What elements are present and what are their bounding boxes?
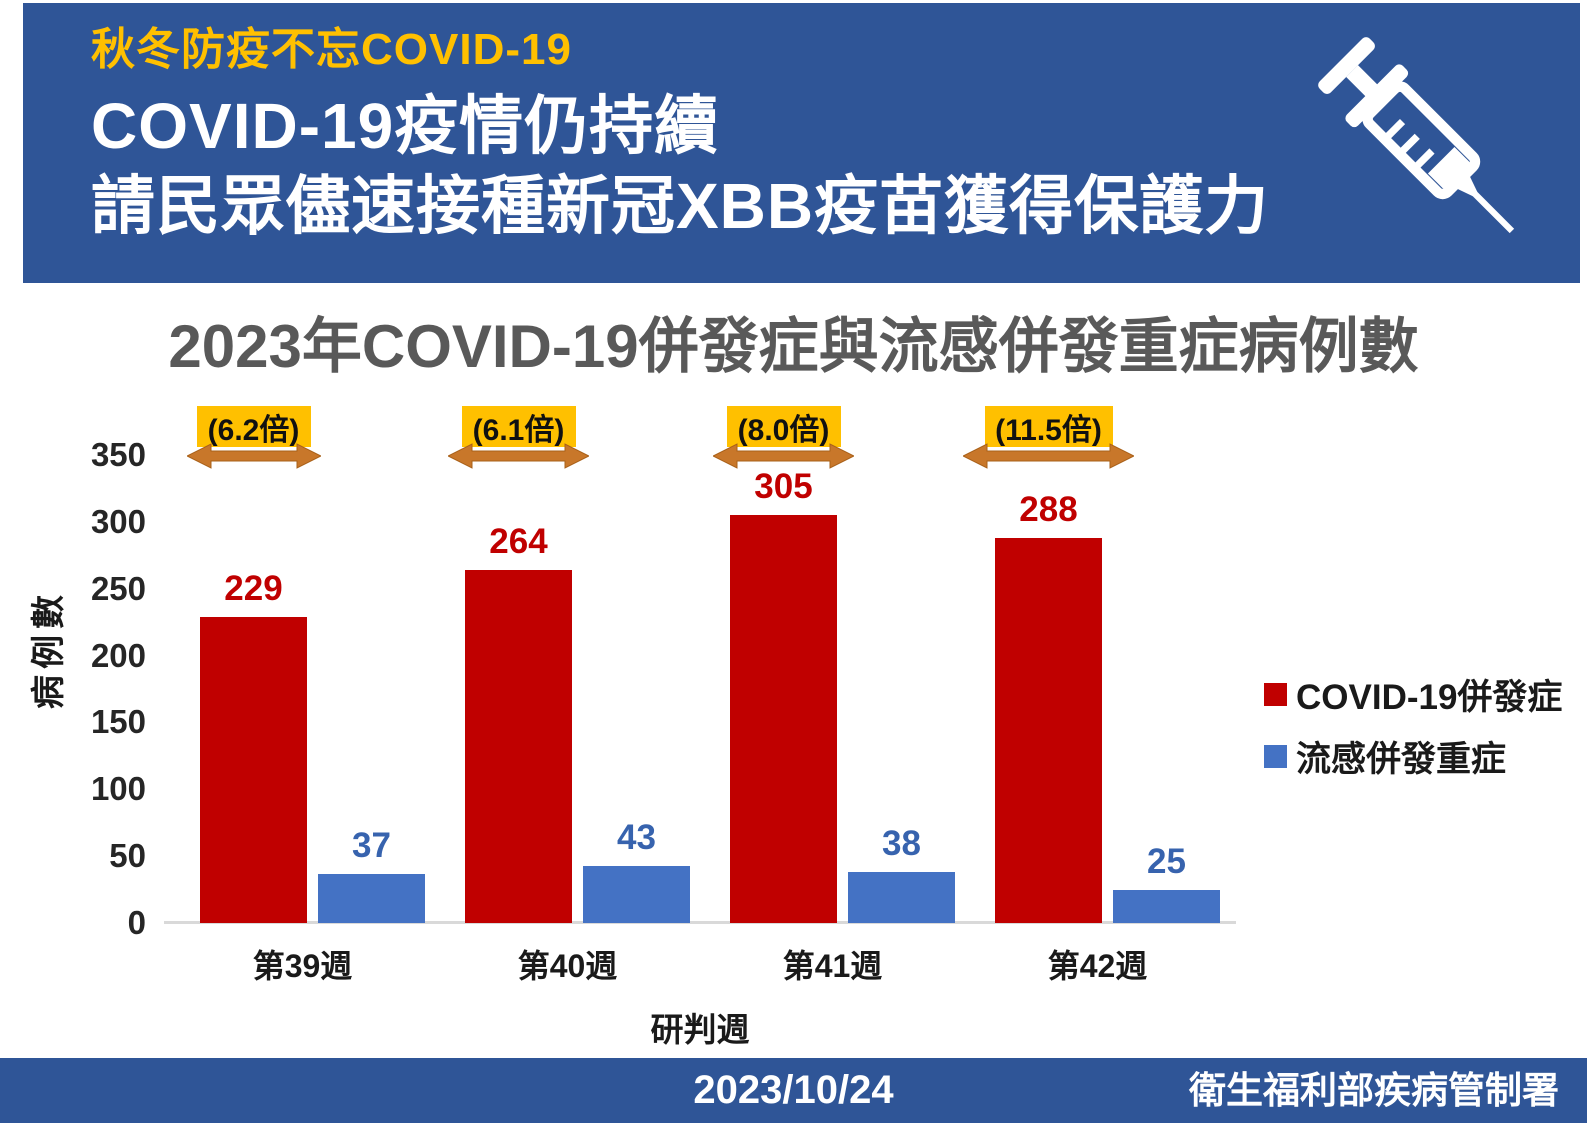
y-tick-label: 0 [127, 904, 146, 941]
y-tick-label: 50 [109, 837, 146, 875]
header-tagline: 秋冬防疫不忘COVID-19 [91, 25, 572, 74]
header-banner: 秋冬防疫不忘COVID-19 COVID-19疫情仍持續 請民眾儘速接種新冠XB… [23, 3, 1580, 283]
x-axis-line [164, 921, 1236, 924]
header-title-line1: COVID-19疫情仍持續 [91, 90, 720, 163]
ratio-badge: (8.0倍) [726, 406, 841, 447]
bar-flu [318, 873, 425, 923]
ratio-arrow-icon [185, 443, 322, 469]
y-tick-label: 200 [90, 636, 146, 674]
bar-value-label-covid: 288 [1019, 489, 1078, 529]
ratio-arrow-icon [446, 443, 591, 469]
bar-covid [465, 569, 572, 923]
legend-item-covid: COVID-19併發症 [1264, 672, 1562, 717]
x-axis-title: 研判週 [650, 1011, 750, 1048]
legend-swatch-covid [1264, 682, 1287, 706]
bar-flu [848, 872, 955, 923]
bar-covid [200, 616, 307, 923]
bar-value-label-covid: 264 [489, 521, 548, 561]
footer-agency: 衛生福利部疾病管制署 [1189, 1070, 1559, 1111]
legend-swatch-flu [1264, 744, 1287, 768]
y-axis-title: 病例數 [30, 589, 68, 709]
legend-label-flu: 流感併發重症 [1296, 739, 1507, 779]
bar-value-label-covid: 229 [224, 568, 283, 608]
category-label: 第39週 [252, 948, 353, 984]
bar-value-label-flu: 38 [882, 824, 921, 864]
footer-bar: 2023/10/24 衛生福利部疾病管制署 [0, 1058, 1587, 1123]
chart-title: 2023年COVID-19併發症與流感併發重症病例數 [168, 313, 1419, 380]
ratio-badge: (6.2倍) [196, 406, 311, 447]
y-tick-label: 100 [90, 770, 146, 808]
bar-value-label-flu: 37 [352, 825, 391, 865]
ratio-badge: (6.1倍) [461, 406, 576, 447]
y-tick-label: 350 [90, 436, 146, 473]
bar-value-label-flu: 25 [1147, 841, 1186, 881]
bar-covid [995, 537, 1102, 923]
bar-covid [730, 515, 837, 923]
header-title-line2: 請民眾儘速接種新冠XBB疫苗獲得保護力 [91, 170, 1270, 243]
footer-date: 2023/10/24 [693, 1068, 894, 1112]
y-tick-label: 150 [90, 703, 146, 741]
legend-item-flu: 流感併發重症 [1264, 734, 1506, 779]
ratio-arrow-icon [961, 443, 1136, 469]
bar-value-label-flu: 43 [617, 817, 656, 857]
category-label: 第42週 [1047, 948, 1148, 984]
bar-flu [583, 865, 690, 923]
legend-label-covid: COVID-19併發症 [1296, 677, 1563, 717]
category-label: 第40週 [517, 948, 618, 984]
category-label: 第41週 [782, 948, 883, 984]
ratio-arrow-icon [711, 443, 856, 469]
y-tick-label: 300 [90, 502, 146, 540]
bar-flu [1113, 889, 1220, 923]
ratio-badge: (11.5倍) [984, 406, 1113, 447]
syringe-icon [1318, 37, 1515, 234]
y-tick-label: 250 [90, 569, 146, 607]
bar-value-label-covid: 305 [754, 467, 813, 507]
